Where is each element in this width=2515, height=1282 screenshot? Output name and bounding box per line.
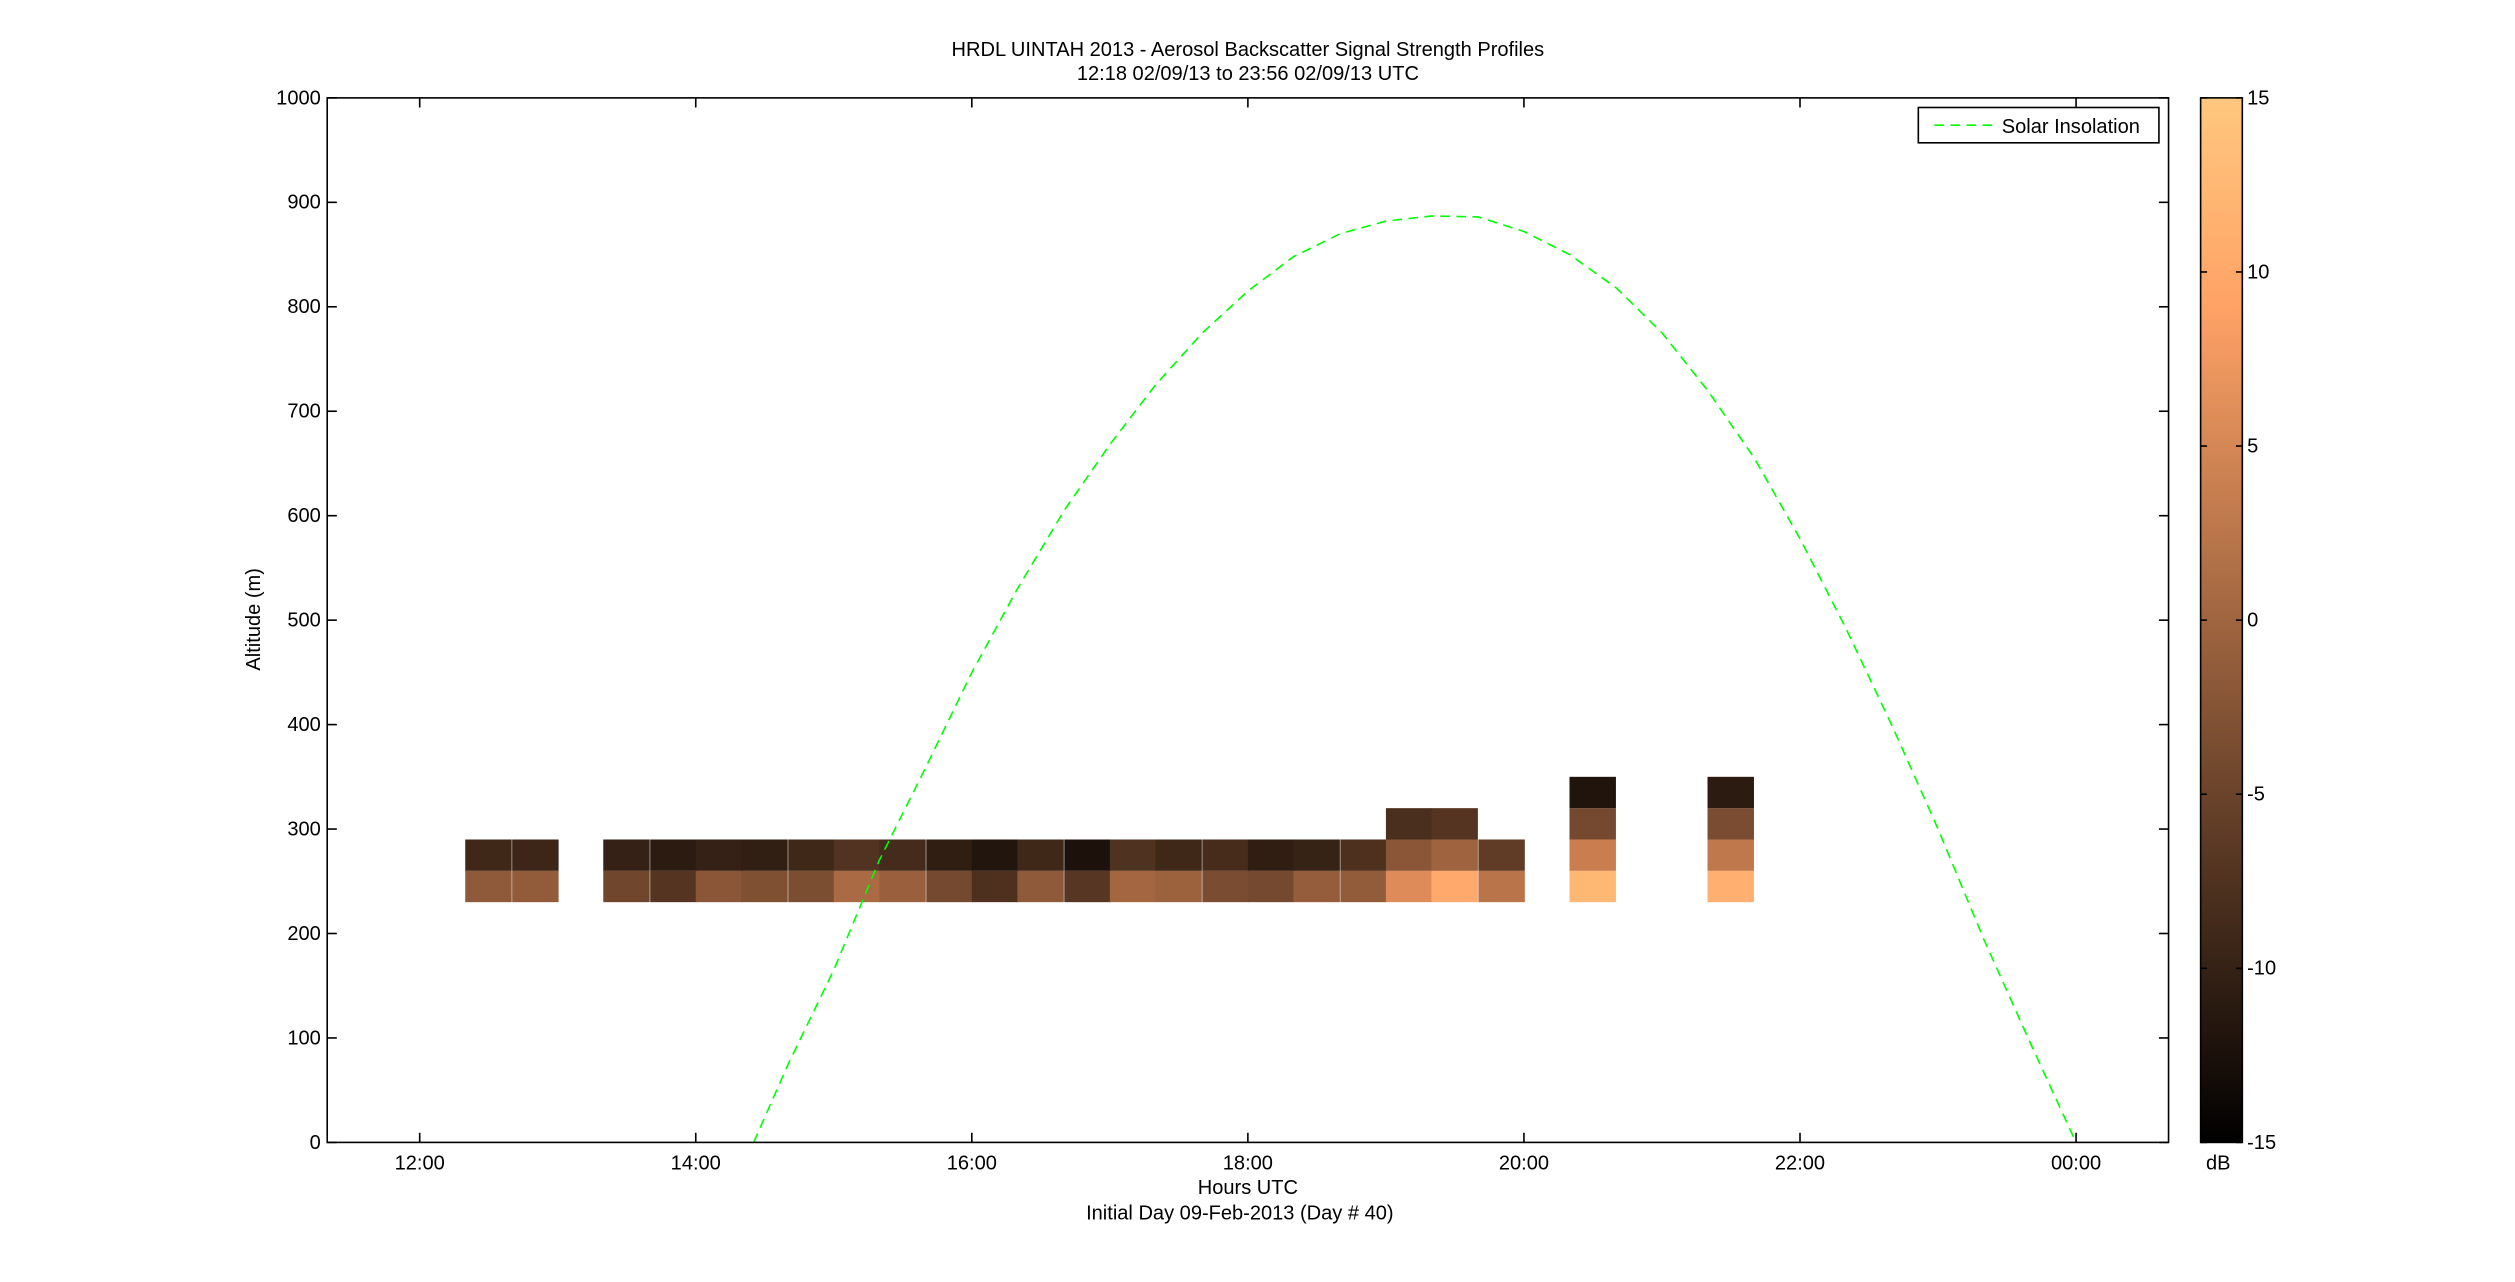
- heatmap-cell: [1340, 870, 1387, 903]
- heatmap-cell: [879, 870, 926, 903]
- solar-insolation-line: [752, 215, 2077, 1143]
- colorbar-label: dB: [2206, 1153, 2231, 1175]
- heatmap-cell: [1202, 839, 1249, 871]
- colorbar-tick-label: -5: [2247, 784, 2265, 806]
- heatmap-cell: [1155, 870, 1202, 903]
- heatmap-cell: [1247, 870, 1295, 903]
- heatmap-cell: [603, 870, 650, 903]
- heatmap-cell: [741, 839, 788, 871]
- x-tick-label: 14:00: [671, 1153, 721, 1175]
- heatmap-cell: [1155, 839, 1202, 871]
- colorbar-tick-label: 0: [2247, 610, 2258, 632]
- y-tick-label: 900: [287, 192, 320, 214]
- heatmap-cell: [695, 839, 743, 871]
- heatmap-cell: [1064, 839, 1111, 871]
- y-tick-label: 0: [310, 1132, 321, 1154]
- x-tick-label: 16:00: [947, 1153, 997, 1175]
- heatmap-cell: [650, 870, 697, 903]
- x-axis-ticks: 12:00 14:00 16:00 18:00 20:00 22:00 00:00: [395, 97, 2101, 1175]
- heatmap-cell: [465, 839, 512, 871]
- x-axis-label: Hours UTC: [1198, 1177, 1298, 1199]
- heatmap-cell: [1017, 839, 1064, 871]
- y-tick-label: 400: [287, 714, 320, 736]
- heatmap-cell: [741, 870, 788, 903]
- heatmap-cell: [971, 839, 1019, 871]
- heatmap-cell: [1569, 808, 1616, 840]
- heatmap-cell: [926, 839, 973, 871]
- heatmap-cell: [1109, 839, 1157, 871]
- y-tick-label: 600: [287, 505, 320, 527]
- heatmap-cell: [926, 870, 973, 903]
- colorbar-tick-label: 5: [2247, 435, 2258, 457]
- colorbar-tick-label: 10: [2247, 261, 2269, 283]
- heatmap-cell: [650, 839, 697, 871]
- chart-title: HRDL UINTAH 2013 - Aerosol Backscatter S…: [952, 39, 1545, 61]
- heatmap-cell: [1707, 808, 1754, 840]
- heatmap-cell: [1293, 839, 1340, 871]
- x-tick-label: 18:00: [1223, 1153, 1273, 1175]
- y-tick-label: 200: [287, 923, 320, 945]
- heatmap-cell: [1707, 839, 1754, 871]
- heatmap-cell: [1569, 776, 1616, 809]
- heatmap-cell: [1247, 839, 1295, 871]
- heatmap-cell: [512, 839, 559, 871]
- y-axis-label: Altitude (m): [243, 568, 265, 671]
- heatmap-cell: [1707, 870, 1754, 903]
- heatmap-cell: [1569, 839, 1616, 871]
- x-tick-label: 12:00: [395, 1153, 445, 1175]
- heatmap-cell: [971, 870, 1019, 903]
- heatmap-cell: [1064, 870, 1111, 903]
- heatmap-cell: [1478, 839, 1525, 871]
- x-axis-sublabel: Initial Day 09-Feb-2013 (Day # 40): [1086, 1202, 1393, 1224]
- y-tick-label: 300: [287, 818, 320, 840]
- heatmap-cell: [1340, 839, 1387, 871]
- x-tick-label: 22:00: [1775, 1153, 1825, 1175]
- legend-label: Solar Insolation: [2002, 116, 2140, 138]
- colorbar-tick-label: -10: [2247, 958, 2276, 980]
- x-tick-label: 00:00: [2051, 1153, 2101, 1175]
- heatmap-cell: [1707, 776, 1754, 809]
- heatmap-cell: [1385, 839, 1433, 871]
- heatmap-cell: [788, 870, 835, 903]
- y-tick-label: 1000: [276, 87, 321, 109]
- colorbar-tick-label: -15: [2247, 1132, 2276, 1154]
- y-tick-label: 100: [287, 1027, 320, 1049]
- heatmap-cell: [1385, 808, 1433, 840]
- colorbar-ticks: -15 -10 -5 0 5 10 15: [2200, 87, 2276, 1154]
- heatmap-cell: [1385, 870, 1433, 903]
- heatmap-cell: [1431, 839, 1478, 871]
- chart-subtitle: 12:18 02/09/13 to 23:56 02/09/13 UTC: [1077, 63, 1419, 85]
- heatmap-cell: [603, 839, 650, 871]
- heatmap-cell: [1431, 870, 1478, 903]
- colorbar: [2199, 97, 2244, 1144]
- y-tick-label: 800: [287, 296, 320, 318]
- heatmap-cell: [1431, 808, 1478, 840]
- y-tick-label: 500: [287, 610, 320, 632]
- heatmap-cells: [465, 776, 1754, 903]
- heatmap-cell: [1293, 870, 1340, 903]
- heatmap-cell: [1017, 870, 1064, 903]
- heatmap-cell: [833, 839, 881, 871]
- y-tick-label: 700: [287, 401, 320, 423]
- colorbar-tick-label: 15: [2247, 87, 2269, 109]
- y-axis-ticks: 0 100 200 300 400 500 600 700 800 900 1000: [276, 87, 2169, 1154]
- legend: Solar Insolation: [1917, 106, 2160, 144]
- heatmap-cell: [1109, 870, 1157, 903]
- heatmap-cell: [879, 839, 926, 871]
- heatmap-cell: [465, 870, 512, 903]
- heatmap-cell: [695, 870, 743, 903]
- heatmap-cell: [1569, 870, 1616, 903]
- heatmap-cell: [1478, 870, 1525, 903]
- heatmap-cell: [788, 839, 835, 871]
- heatmap-cell: [1202, 870, 1249, 903]
- x-tick-label: 20:00: [1499, 1153, 1549, 1175]
- heatmap-cell: [512, 870, 559, 903]
